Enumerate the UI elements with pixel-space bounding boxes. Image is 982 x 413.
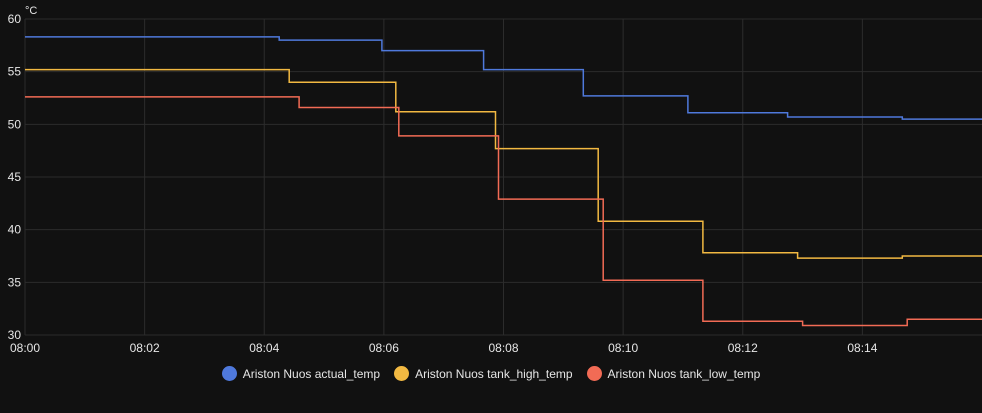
legend-swatch-icon <box>221 366 237 381</box>
legend-label: Ariston Nuos tank_low_temp <box>607 366 761 381</box>
y-tick-label: 50 <box>8 117 22 131</box>
y-tick-label: 30 <box>8 328 22 342</box>
x-tick-label: 08:08 <box>488 341 518 355</box>
y-tick-label: 45 <box>8 170 22 184</box>
series-line-2 <box>25 68 982 259</box>
x-tick-label: 08:12 <box>728 341 758 355</box>
y-axis-unit: °C <box>25 5 37 17</box>
series-line-3 <box>25 96 982 327</box>
y-tick-label: 40 <box>8 223 22 237</box>
y-tick-label: 35 <box>8 275 22 289</box>
legend-label: Ariston Nuos tank_high_temp <box>415 366 573 381</box>
legend-item[interactable]: Ariston Nuos tank_high_temp <box>394 366 573 381</box>
series-lines <box>25 36 982 327</box>
series-line-1 <box>25 36 982 120</box>
legend-label: Ariston Nuos actual_temp <box>242 366 381 381</box>
y-tick-label: 60 <box>8 12 22 26</box>
x-tick-label: 08:10 <box>608 341 638 355</box>
axes: 30 35 40 45 50 55 60 08:00 08:02 08:04 08:06 08:08 0… <box>8 12 878 355</box>
x-tick-label: 08:06 <box>369 341 399 355</box>
grid <box>24 18 982 336</box>
y-tick-label: 55 <box>8 65 22 79</box>
legend-swatch-icon <box>586 366 602 381</box>
x-tick-label: 08:02 <box>130 341 160 355</box>
x-tick-label: 08:04 <box>249 341 279 355</box>
legend: Ariston Nuos actual_temp Ariston Nuos tan… <box>0 366 982 381</box>
legend-item[interactable]: Ariston Nuos tank_low_temp <box>586 366 761 381</box>
x-tick-label: 08:14 <box>847 341 877 355</box>
legend-item[interactable]: Ariston Nuos actual_temp <box>221 366 381 381</box>
legend-swatch-icon <box>394 366 410 381</box>
x-tick-label: 08:00 <box>10 341 40 355</box>
